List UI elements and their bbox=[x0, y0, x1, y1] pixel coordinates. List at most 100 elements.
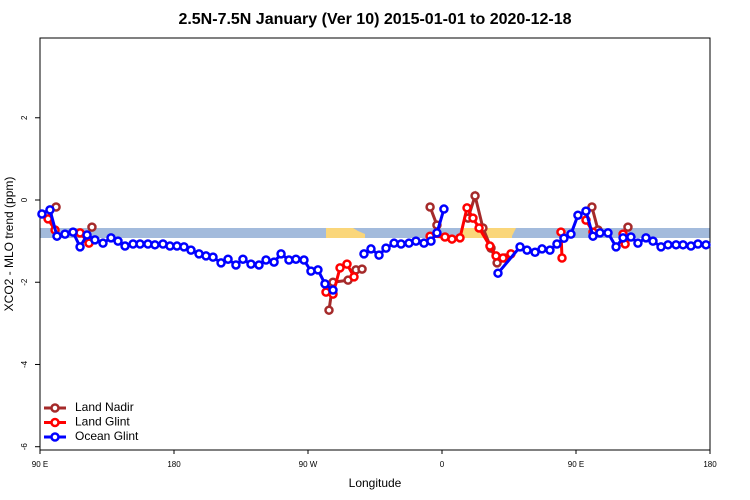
data-point bbox=[611, 242, 621, 252]
data-point bbox=[150, 240, 160, 250]
data-point bbox=[186, 245, 196, 255]
data-point bbox=[216, 258, 226, 268]
y-tick-label: 2 bbox=[20, 115, 29, 120]
data-point bbox=[468, 213, 478, 223]
x-tick-label: 90 W bbox=[299, 460, 318, 469]
data-point bbox=[238, 254, 248, 264]
surface-strip bbox=[40, 228, 710, 238]
data-point bbox=[633, 238, 643, 248]
data-point bbox=[474, 223, 484, 233]
data-point bbox=[120, 241, 130, 251]
x-tick-label: 180 bbox=[167, 460, 181, 469]
data-point bbox=[552, 239, 562, 249]
y-axis-label: XCO2 - MLO trend (ppm) bbox=[2, 177, 16, 312]
data-point bbox=[328, 285, 338, 295]
data-point bbox=[366, 244, 376, 254]
data-point bbox=[179, 242, 189, 252]
data-point bbox=[320, 279, 330, 289]
data-point bbox=[276, 249, 286, 259]
y-tick-label: -2 bbox=[20, 278, 29, 286]
chart-title: 2.5N-7.5N January (Ver 10) 2015-01-01 to… bbox=[178, 11, 571, 28]
data-point bbox=[68, 227, 78, 237]
data-point bbox=[87, 222, 97, 232]
data-point bbox=[45, 205, 55, 215]
legend-marker bbox=[50, 432, 60, 442]
data-point bbox=[587, 202, 597, 212]
data-point bbox=[566, 229, 576, 239]
data-point bbox=[455, 233, 465, 243]
data-point bbox=[299, 255, 309, 265]
data-point bbox=[98, 238, 108, 248]
data-point bbox=[335, 263, 345, 273]
data-point bbox=[493, 268, 503, 278]
data-point bbox=[432, 228, 442, 238]
data-point bbox=[648, 236, 658, 246]
data-point bbox=[557, 253, 567, 263]
data-point bbox=[223, 254, 233, 264]
data-point bbox=[37, 209, 47, 219]
data-point bbox=[246, 259, 256, 269]
data-point bbox=[559, 233, 569, 243]
data-point bbox=[269, 257, 279, 267]
data-point bbox=[82, 230, 92, 240]
data-point bbox=[537, 244, 547, 254]
data-point bbox=[426, 236, 436, 246]
data-point bbox=[545, 245, 555, 255]
data-point bbox=[439, 204, 449, 214]
legend-label: Ocean Glint bbox=[75, 429, 139, 443]
data-point bbox=[470, 191, 480, 201]
x-axis-label: Longitude bbox=[349, 476, 402, 490]
data-point bbox=[411, 236, 421, 246]
data-point bbox=[106, 233, 116, 243]
data-point bbox=[342, 259, 352, 269]
data-point bbox=[60, 229, 70, 239]
land-patch bbox=[462, 228, 516, 238]
data-point bbox=[485, 241, 495, 251]
data-point bbox=[623, 222, 633, 232]
x-tick-label: 90 E bbox=[568, 460, 584, 469]
land-patch bbox=[326, 228, 365, 238]
data-point bbox=[663, 240, 673, 250]
data-point bbox=[626, 232, 636, 242]
y-tick-label: -4 bbox=[20, 360, 29, 368]
data-point bbox=[462, 203, 472, 213]
data-point bbox=[522, 245, 532, 255]
x-tick-label: 180 bbox=[703, 460, 717, 469]
data-point bbox=[359, 249, 369, 259]
data-point bbox=[90, 235, 100, 245]
data-point bbox=[701, 240, 711, 250]
legend-marker bbox=[50, 403, 60, 413]
data-point bbox=[135, 239, 145, 249]
data-point bbox=[693, 239, 703, 249]
data-point bbox=[254, 260, 264, 270]
y-tick-label: 0 bbox=[20, 197, 29, 202]
legend-label: Land Glint bbox=[75, 415, 130, 429]
legend-marker bbox=[50, 417, 60, 428]
data-point bbox=[208, 252, 218, 262]
data-point bbox=[515, 242, 525, 252]
data-point bbox=[261, 255, 271, 265]
data-point bbox=[52, 231, 62, 241]
data-point bbox=[313, 265, 323, 275]
data-point bbox=[603, 228, 613, 238]
legend-label: Land Nadir bbox=[75, 400, 134, 414]
data-point bbox=[75, 242, 85, 252]
data-point bbox=[349, 272, 359, 282]
data-point bbox=[588, 231, 598, 241]
data-point bbox=[498, 253, 508, 263]
data-point bbox=[357, 264, 367, 274]
data-point bbox=[324, 305, 334, 315]
x-tick-label: 0 bbox=[440, 460, 445, 469]
data-point bbox=[231, 260, 241, 270]
data-point bbox=[678, 240, 688, 250]
data-point bbox=[530, 247, 540, 257]
data-point bbox=[113, 236, 123, 246]
data-point bbox=[641, 233, 651, 243]
data-point bbox=[573, 210, 583, 220]
data-point bbox=[595, 228, 605, 238]
y-tick-label: -6 bbox=[20, 443, 29, 451]
data-point bbox=[447, 234, 457, 244]
data-point bbox=[374, 250, 384, 260]
data-point bbox=[381, 243, 391, 253]
